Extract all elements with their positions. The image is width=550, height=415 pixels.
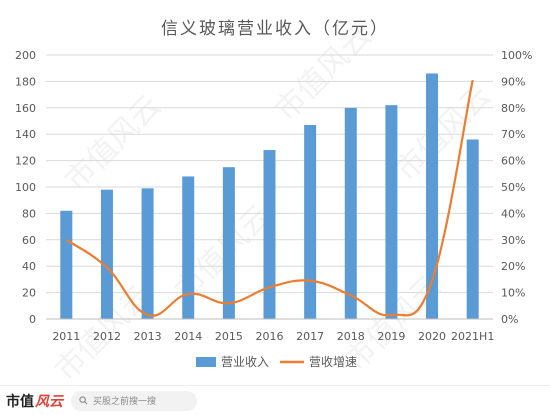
footer-bar: 市值 风云 买股之前搜一搜 xyxy=(0,385,550,415)
y-left-tick-label: 180 xyxy=(15,75,36,88)
y-right-tick-label: 10% xyxy=(501,287,525,300)
bar-mark xyxy=(466,139,479,319)
bar-mark xyxy=(222,167,235,319)
brand-accent: 风云 xyxy=(35,393,63,410)
bar-mark xyxy=(141,188,154,319)
y-left-tick-label: 100 xyxy=(15,181,36,194)
y-left-tick-label: 20 xyxy=(22,287,36,300)
bar-series xyxy=(60,73,479,320)
bar-mark xyxy=(263,150,276,319)
search-icon xyxy=(79,396,88,405)
x-tick-label: 2013 xyxy=(134,330,162,343)
legend-label: 营收增速 xyxy=(309,355,357,369)
y-right-tick-label: 20% xyxy=(501,260,525,273)
search-box[interactable]: 买股之前搜一搜 xyxy=(71,390,197,411)
legend-swatch-bar xyxy=(196,357,216,367)
watermark-text: 市值风云 xyxy=(58,88,168,198)
y-axis-left: 0 20 40 60 80 100 120 140 160 180 200 xyxy=(15,49,36,326)
x-tick-label: 2014 xyxy=(174,330,202,343)
y-left-tick-label: 120 xyxy=(15,155,36,168)
y-left-tick-label: 140 xyxy=(15,128,36,141)
bar-mark xyxy=(182,176,195,319)
x-tick-label: 2012 xyxy=(93,330,121,343)
bar-mark xyxy=(100,189,113,319)
brand-main: 市值 xyxy=(6,393,34,410)
legend-label: 营业收入 xyxy=(221,355,269,369)
bar-mark xyxy=(426,73,439,319)
y-right-tick-label: 80% xyxy=(501,102,525,115)
legend: 营业收入 营收增速 xyxy=(196,355,357,369)
x-tick-label: 2021H1 xyxy=(451,330,494,343)
line-mark xyxy=(65,79,474,317)
chart-canvas: 市值风云市值风云市值风云市值风云市值风云市值风云 信义玻璃营业收入（亿元） 02… xyxy=(15,18,532,385)
y-right-tick-label: 90% xyxy=(501,75,525,88)
bar-mark xyxy=(385,105,398,319)
y-right-tick-label: 30% xyxy=(501,234,525,247)
y-left-tick-label: 60 xyxy=(22,234,36,247)
y-left-tick-label: 200 xyxy=(15,49,36,62)
watermark-text: 市值风云 xyxy=(388,78,498,188)
y-left-tick-label: 80 xyxy=(22,207,36,220)
y-left-tick-label: 40 xyxy=(22,260,36,273)
y-right-tick-label: 60% xyxy=(501,155,525,168)
x-tick-label: 2018 xyxy=(337,330,365,343)
brand-logo: 市值 风云 xyxy=(6,391,63,411)
x-tick-label: 2015 xyxy=(215,330,243,343)
y-right-tick-label: 50% xyxy=(501,181,525,194)
x-tick-label: 2011 xyxy=(52,330,80,343)
y-right-tick-label: 0% xyxy=(501,313,518,326)
y-axis-right: 0% 10% 20% 30% 40% 50% 60% 70% 80% 90% 100% xyxy=(501,49,532,326)
y-right-tick-label: 70% xyxy=(501,128,525,141)
bar-mark xyxy=(344,107,357,319)
bar-mark xyxy=(60,210,73,319)
x-tick-label: 2019 xyxy=(377,330,405,343)
x-tick-label: 2020 xyxy=(418,330,446,343)
y-right-tick-label: 40% xyxy=(501,207,525,220)
y-left-tick-label: 160 xyxy=(15,102,36,115)
search-placeholder: 买股之前搜一搜 xyxy=(93,397,157,407)
y-left-tick-label: 0 xyxy=(29,313,36,326)
chart-title: 信义玻璃营业收入（亿元） xyxy=(161,19,389,39)
x-tick-label: 2016 xyxy=(256,330,284,343)
y-right-tick-label: 100% xyxy=(501,49,532,62)
x-axis: 2011 2012 2013 2014 2015 2016 2017 2018 2019 2020… xyxy=(46,318,494,343)
line-series xyxy=(65,79,474,317)
x-tick-label: 2017 xyxy=(296,330,324,343)
bar-mark xyxy=(304,124,317,320)
